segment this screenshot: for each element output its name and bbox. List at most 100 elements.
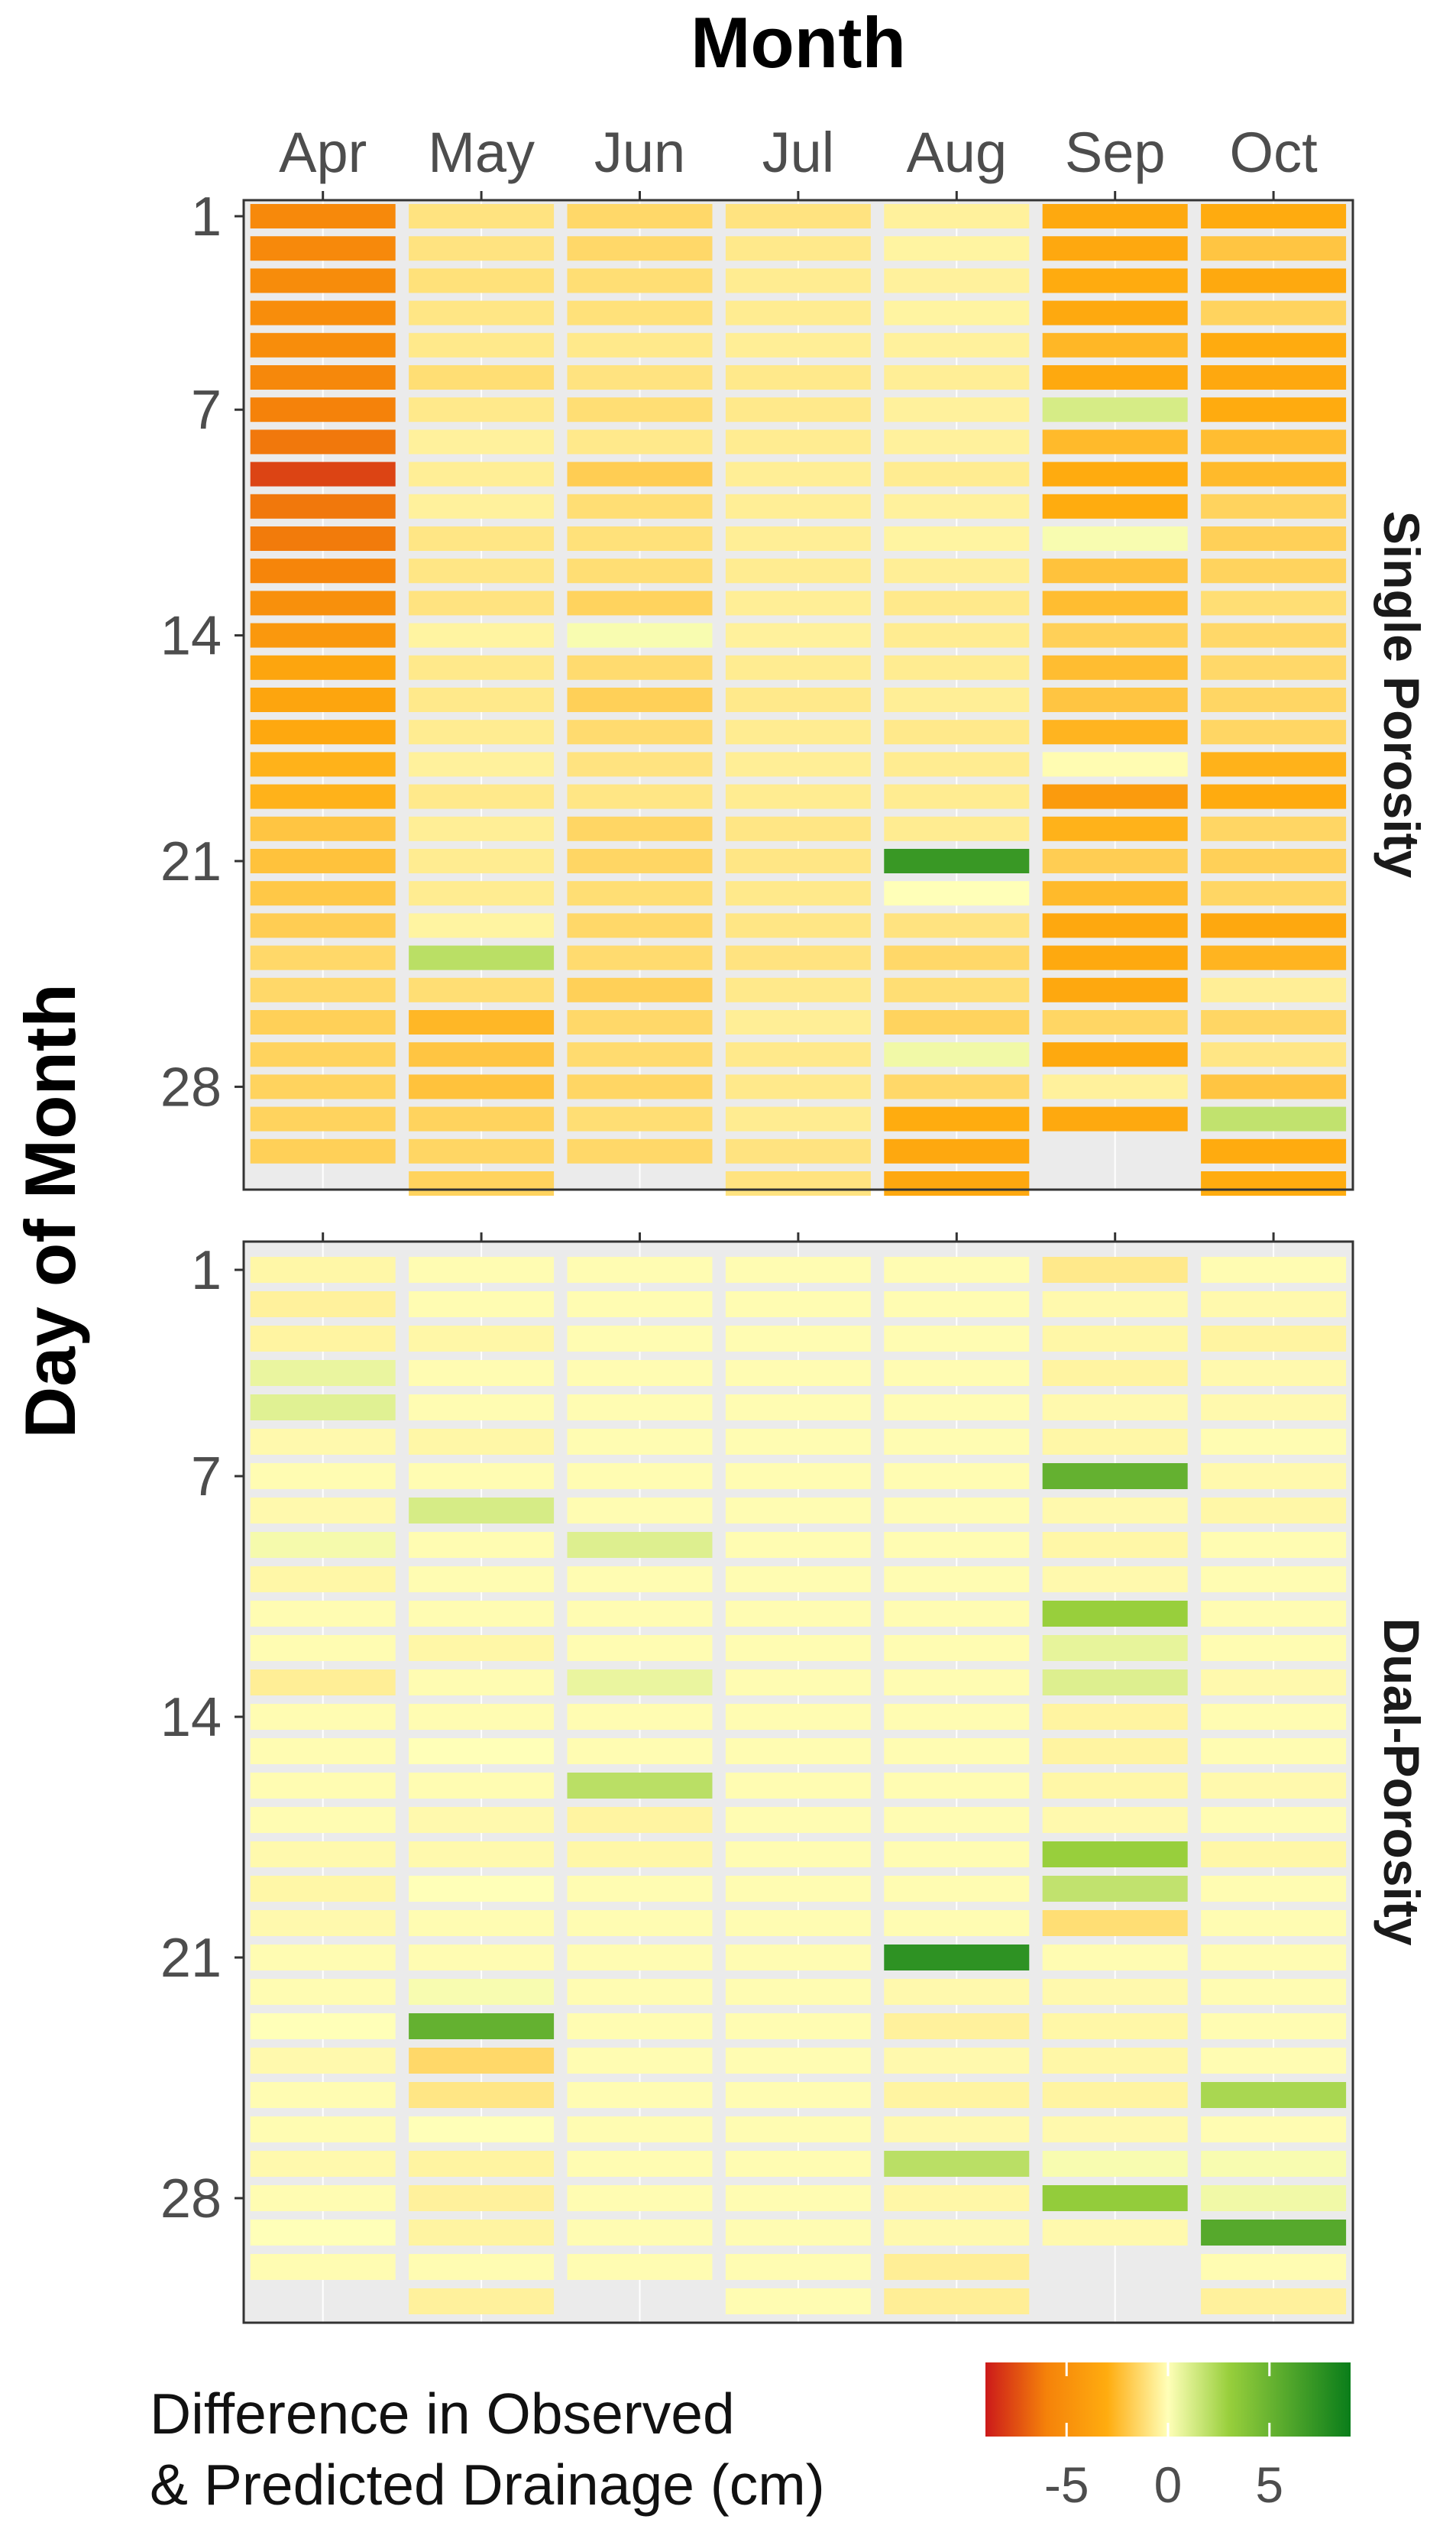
heatmap-cell <box>1042 1704 1188 1730</box>
heatmap-cell <box>884 752 1030 777</box>
heatmap-cell <box>567 1807 713 1833</box>
y-axis-label: Day of Month <box>10 983 90 1438</box>
heatmap-cell <box>1042 1876 1188 1902</box>
heatmap-cell <box>884 494 1030 519</box>
facet-label-single-porosity: Single Porosity <box>1373 511 1430 879</box>
heatmap-cell <box>884 2048 1030 2074</box>
heatmap-cell <box>250 1601 396 1627</box>
heatmap-cell <box>567 2116 713 2142</box>
heatmap-cell <box>409 397 555 423</box>
heatmap-cell <box>884 559 1030 584</box>
heatmap-cell <box>567 1841 713 1867</box>
heatmap-cell <box>250 1106 396 1132</box>
heatmap-cell <box>250 849 396 873</box>
heatmap-cell <box>409 1601 555 1627</box>
heatmap-cell <box>1201 300 1347 325</box>
heatmap-cell <box>1201 1360 1347 1386</box>
heatmap-cell <box>567 1910 713 1936</box>
heatmap-cell <box>250 688 396 712</box>
y-axis-ticks: 1 7 14 21 28 <box>160 1240 244 2229</box>
heatmap-cell <box>884 1360 1030 1386</box>
heatmap-cell <box>1042 752 1188 777</box>
heatmap-cell <box>250 1669 396 1695</box>
heatmap-cell <box>884 1429 1030 1455</box>
heatmap-cell <box>409 461 555 487</box>
heatmap-cell <box>409 1463 555 1489</box>
heatmap-cell <box>409 1291 555 1317</box>
heatmap-cell <box>567 1945 713 1970</box>
heatmap-cell <box>250 494 396 519</box>
heatmap-cell <box>725 1945 871 1970</box>
heatmap-cell <box>1201 849 1347 873</box>
heatmap-cell <box>725 1841 871 1867</box>
heatmap-cell <box>1042 204 1188 228</box>
heatmap-cell <box>884 397 1030 423</box>
heatmap-cell <box>1201 816 1347 841</box>
heatmap-cell <box>250 913 396 938</box>
heatmap-cell <box>884 881 1030 906</box>
heatmap-cell <box>725 977 871 1002</box>
heatmap-cell <box>567 1704 713 1730</box>
heatmap-cell <box>1201 429 1347 455</box>
heatmap-cell <box>1042 429 1188 455</box>
heatmap-cell <box>884 1601 1030 1627</box>
heatmap-cell <box>250 720 396 745</box>
heatmap-cell <box>409 559 555 584</box>
heatmap-cell <box>567 1042 713 1067</box>
heatmap-cell <box>725 623 871 648</box>
heatmap-cell <box>250 236 396 261</box>
heatmap-cell <box>725 429 871 455</box>
heatmap-cell <box>1042 2048 1188 2074</box>
heatmap-cell <box>409 1171 555 1196</box>
heatmap-cell <box>1042 1498 1188 1524</box>
heatmap-cell <box>1201 1463 1347 1489</box>
heatmap-cell <box>725 945 871 970</box>
heatmap-cell <box>725 720 871 745</box>
month-label-aug: Aug <box>906 121 1007 184</box>
heatmap-cell <box>567 1566 713 1592</box>
heatmap-cell <box>250 623 396 648</box>
heatmap-cell <box>884 429 1030 455</box>
heatmap-cell <box>1042 913 1188 938</box>
heatmap-cell <box>884 2013 1030 2039</box>
heatmap-cell <box>567 1257 713 1283</box>
heatmap-cell <box>409 881 555 906</box>
heatmap-cell <box>725 1463 871 1489</box>
heatmap-cell <box>725 1138 871 1164</box>
colorbar-legend: Difference in Observed & Predicted Drain… <box>150 2362 1351 2517</box>
heatmap-cell <box>409 2082 555 2108</box>
heatmap-cell <box>884 1945 1030 1970</box>
month-label-oct: Oct <box>1230 121 1318 184</box>
heatmap-cell <box>884 977 1030 1002</box>
heatmap-cell <box>250 1360 396 1386</box>
heatmap-cell <box>250 1738 396 1764</box>
heatmap-cell <box>250 816 396 841</box>
heatmap-cell <box>1042 2116 1188 2142</box>
heatmap-cell <box>884 1635 1030 1661</box>
heatmap-cell <box>884 2220 1030 2246</box>
heatmap-cell <box>725 816 871 841</box>
heatmap-cell <box>1042 1106 1188 1132</box>
heatmap-cell <box>250 881 396 906</box>
heatmap-cell <box>1201 655 1347 680</box>
heatmap-cell <box>1042 365 1188 390</box>
heatmap-cell <box>1042 300 1188 325</box>
heatmap-cell <box>409 365 555 390</box>
heatmap-cell <box>725 2254 871 2280</box>
heatmap-cell <box>250 1291 396 1317</box>
heatmap-cell <box>1042 1773 1188 1799</box>
heatmap-cell <box>725 236 871 261</box>
heatmap-cell <box>1042 1807 1188 1833</box>
heatmap-cell <box>1201 1257 1347 1283</box>
heatmap-cell <box>884 913 1030 938</box>
heatmap-cell <box>1042 591 1188 616</box>
heatmap-cell <box>1042 526 1188 551</box>
heatmap-cell <box>250 1945 396 1970</box>
heatmap-cell <box>409 655 555 680</box>
heatmap-cell <box>1201 1498 1347 1524</box>
month-label-apr: Apr <box>279 121 367 184</box>
heatmap-cell <box>409 1669 555 1695</box>
heatmap-cell <box>884 332 1030 358</box>
y-tick-label: 28 <box>160 1057 222 1118</box>
heatmap-cell <box>725 881 871 906</box>
